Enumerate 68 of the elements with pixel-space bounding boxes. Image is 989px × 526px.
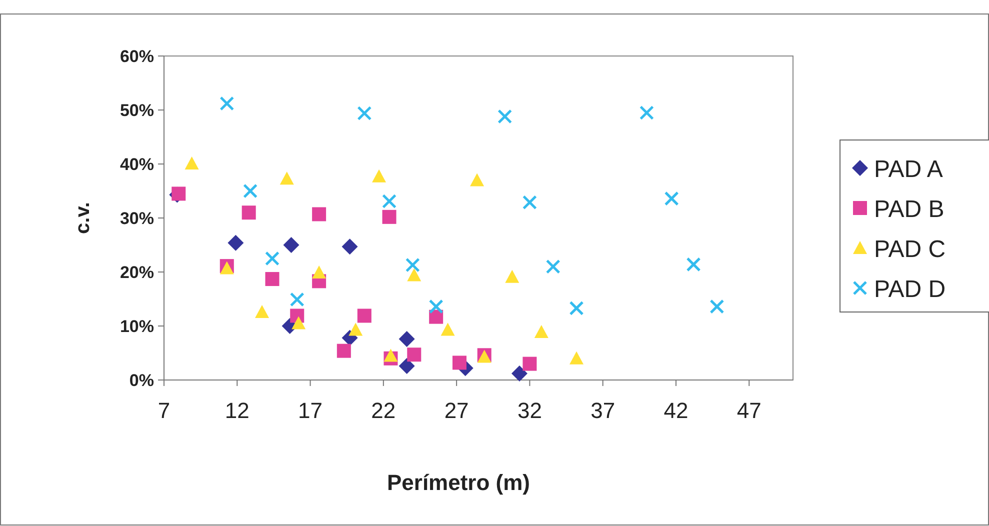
point (382, 194, 397, 209)
y-axis-title: c.v. (72, 202, 94, 234)
y-tick-label: 60% (120, 47, 154, 66)
point (407, 348, 422, 362)
point (243, 184, 258, 198)
point (570, 351, 584, 364)
point (405, 258, 420, 272)
point (348, 322, 363, 336)
x-tick-label: 17 (298, 398, 323, 423)
y-tick-label: 50% (120, 101, 154, 120)
point (498, 109, 512, 124)
point (255, 304, 270, 318)
point (440, 322, 455, 336)
point (639, 105, 654, 120)
point (228, 234, 244, 251)
point (452, 356, 466, 370)
x-tick-label: 32 (517, 398, 542, 423)
point (382, 210, 396, 224)
x-tick-label: 27 (444, 398, 469, 423)
y-tick-label: 10% (120, 317, 154, 336)
point (290, 292, 304, 307)
point (336, 344, 351, 358)
point (292, 316, 306, 330)
x-tick-label: 47 (736, 398, 762, 423)
point (264, 251, 280, 266)
point (312, 207, 326, 222)
x-axis-title: Perímetro (m) (386, 470, 530, 495)
point (569, 300, 584, 316)
point (242, 206, 256, 220)
point (357, 308, 372, 323)
point (398, 330, 415, 347)
x-tick-label: 42 (664, 398, 688, 423)
point (283, 237, 300, 253)
point (546, 259, 560, 274)
point (342, 238, 358, 255)
point (265, 272, 280, 286)
point (505, 270, 520, 283)
point (384, 348, 398, 362)
point (429, 310, 444, 324)
point (686, 257, 701, 272)
point (470, 173, 484, 186)
point (511, 366, 528, 382)
point (522, 356, 537, 371)
point (534, 324, 548, 338)
point (398, 358, 415, 374)
point (312, 266, 326, 279)
point (372, 169, 386, 182)
point (184, 156, 199, 170)
point (428, 299, 444, 314)
x-tick-label: 7 (158, 398, 170, 423)
legend-label: PAD D (874, 276, 946, 303)
point (357, 106, 372, 120)
x-tick-label: 22 (371, 398, 396, 423)
point (407, 268, 422, 282)
y-tick-label: 0% (129, 371, 154, 390)
x-tick-label: 12 (224, 398, 250, 423)
point (280, 172, 294, 185)
point (710, 299, 724, 314)
x-tick-label: 37 (590, 398, 616, 423)
point (664, 191, 679, 206)
y-tick-label: 40% (120, 155, 154, 174)
legend-label: PAD C (874, 236, 946, 263)
point (220, 96, 234, 111)
y-tick-label: 20% (120, 263, 154, 282)
legend-label: PAD B (874, 196, 944, 223)
y-tick-label: 30% (120, 209, 154, 228)
point (522, 195, 537, 210)
legend-label: PAD A (874, 156, 943, 183)
